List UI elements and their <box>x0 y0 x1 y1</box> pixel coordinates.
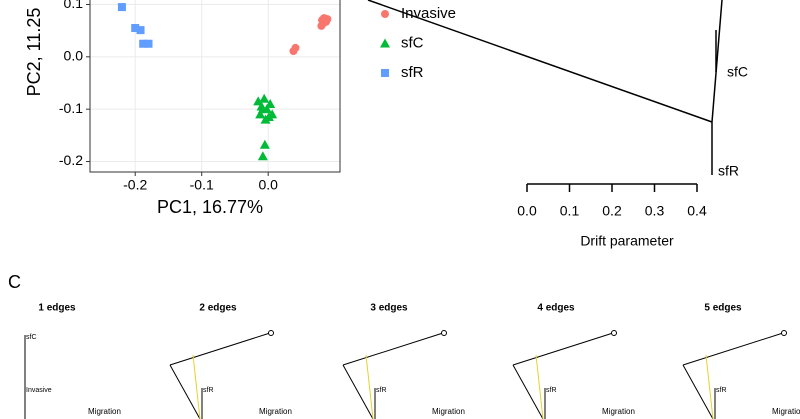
y-axis-label: PC2, 11.25 <box>24 8 44 97</box>
migration-label: Migration <box>88 407 121 416</box>
migration-edge <box>365 354 374 419</box>
tree-branch <box>342 332 444 366</box>
y-tick-label: -0.1 <box>59 100 83 116</box>
tree-branch <box>342 364 374 419</box>
leaf-label: sfC <box>727 64 748 80</box>
point <box>255 109 266 119</box>
x-tick-label: 0.3 <box>645 203 665 219</box>
tree-branch <box>367 0 713 123</box>
tree-tip <box>781 330 787 336</box>
legend-label: Invasive <box>401 5 456 22</box>
tree-tip <box>268 330 274 336</box>
migration-label: Migration <box>432 407 465 416</box>
tree-branch <box>512 364 544 419</box>
tree-branch <box>682 332 784 366</box>
y-tick-label: 0.0 <box>64 48 84 64</box>
point <box>257 151 268 161</box>
migration-label: Migration <box>772 407 800 416</box>
point <box>257 104 268 114</box>
point <box>144 39 153 48</box>
legend-key <box>381 69 389 77</box>
panel-c: 1 edges sfC Invasive Migration 2 edges sfR Mig… <box>24 303 800 419</box>
tree-branch <box>169 332 271 366</box>
legend-key <box>380 38 390 48</box>
point <box>136 26 145 35</box>
tree-tip <box>611 330 617 336</box>
x-tick-label: 0.1 <box>560 203 580 219</box>
y-tick-label: -0.2 <box>59 152 83 168</box>
x-tick-label: 0.0 <box>258 177 278 193</box>
panel-title: 5 edges <box>704 303 742 314</box>
panel-letter: C <box>8 272 21 292</box>
legend-label: sfC <box>401 34 424 51</box>
tree-branch <box>169 364 201 419</box>
point <box>263 112 274 122</box>
leaf-label: sfR <box>718 163 739 179</box>
leaf-label: sfR <box>203 387 214 394</box>
migration-edge <box>535 354 544 419</box>
leaf-label: sfR <box>716 387 727 394</box>
plot-border <box>89 0 341 173</box>
leaf-label: Invasive <box>26 387 52 394</box>
scatter-plot: -0.2 -0.1 0.0 0.1 -0.2 -0.1 0.0 PC1, 16.77% PC2,… <box>24 0 456 217</box>
drift-tree: sfC sfR 0.0 0.1 0.2 0.3 0.4 Drift parameter <box>367 0 748 249</box>
panel-title: 4 edges <box>537 303 575 314</box>
panel-title: 3 edges <box>370 303 408 314</box>
point <box>131 24 140 33</box>
point <box>259 139 270 149</box>
tree-tip <box>441 330 447 336</box>
panel-title: 2 edges <box>199 303 237 314</box>
axis-label: Drift parameter <box>580 233 674 249</box>
migration-label: Migration <box>259 407 292 416</box>
x-axis-label: PC1, 16.77% <box>157 197 263 217</box>
y-tick-label: 0.1 <box>64 0 84 11</box>
leaf-label: sfC <box>26 334 37 341</box>
point <box>289 47 298 56</box>
point <box>117 3 126 12</box>
x-tick-label: -0.1 <box>190 177 214 193</box>
legend-label: sfR <box>401 64 424 81</box>
tree-branch <box>682 364 714 419</box>
legend-key <box>381 10 389 18</box>
point <box>139 39 148 48</box>
panel-title: 1 edges <box>38 303 76 314</box>
point <box>265 98 276 108</box>
x-tick-label: 0.4 <box>687 203 707 219</box>
migration-label: Migration <box>602 407 635 416</box>
x-tick-label: -0.2 <box>123 177 147 193</box>
tree-branch <box>512 332 614 366</box>
point <box>259 93 270 103</box>
leaf-label: sfR <box>376 387 387 394</box>
leaf-label: sfR <box>546 387 557 394</box>
x-tick-label: 0.0 <box>517 203 537 219</box>
x-tick-label: 0.2 <box>602 203 622 219</box>
point <box>319 19 328 28</box>
migration-edge <box>192 354 201 419</box>
tree-branch <box>711 0 723 123</box>
migration-edge <box>705 354 714 419</box>
